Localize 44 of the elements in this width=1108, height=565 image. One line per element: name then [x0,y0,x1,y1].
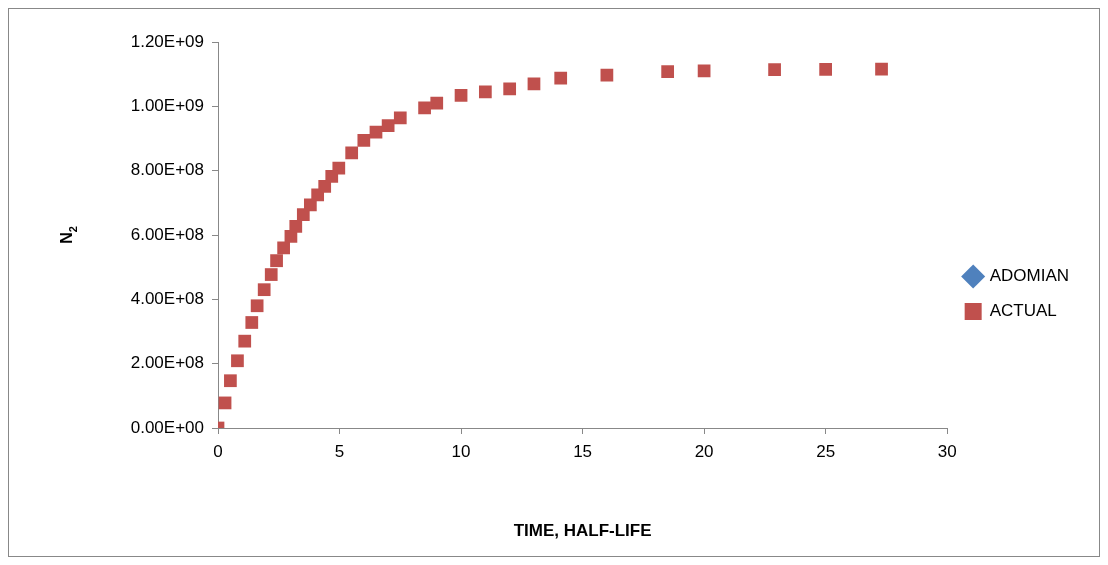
point [277,241,290,255]
y-tick-label: 1.00E+09 [130,96,204,116]
legend-label: ADOMIAN [989,266,1069,286]
point [554,71,568,85]
x-axis-title: TIME, HALF-LIFE [513,521,652,541]
point [245,316,259,329]
point [430,96,444,110]
point [381,119,395,132]
point [270,254,283,268]
point [503,82,517,96]
legend-label: ACTUAL [989,301,1057,321]
point [238,334,252,348]
point [289,219,303,233]
point [527,77,541,91]
y-tick-label: 0.00E+00 [130,417,204,437]
point [454,89,468,102]
y-tick-label: 2.00E+08 [130,353,204,373]
x-tick-label: 10 [451,441,471,461]
point [819,62,832,76]
point [393,111,407,125]
point [357,134,371,147]
point [231,354,244,368]
x-tick-label: 20 [694,441,714,461]
y-tick-label: 8.00E+08 [130,160,204,180]
y-axis-title: N2 [58,226,79,244]
point [768,63,781,77]
x-tick-label: 15 [573,441,593,461]
x-tick-label: 0 [213,441,223,461]
y-tick-label: 6.00E+08 [130,224,204,244]
point [250,299,264,313]
x-tick-label: 30 [937,441,957,461]
point [332,161,346,175]
point [224,374,237,388]
point [875,62,888,76]
point [661,65,675,78]
x-tick-label: 5 [334,441,345,461]
x-tick-label: 25 [816,441,836,461]
y-tick-label: 1.20E+09 [130,31,204,51]
point [479,85,492,99]
point [345,146,359,160]
point [418,101,431,115]
point [264,268,278,281]
y-tick-label: 4.00E+08 [130,289,204,309]
point [257,283,271,297]
